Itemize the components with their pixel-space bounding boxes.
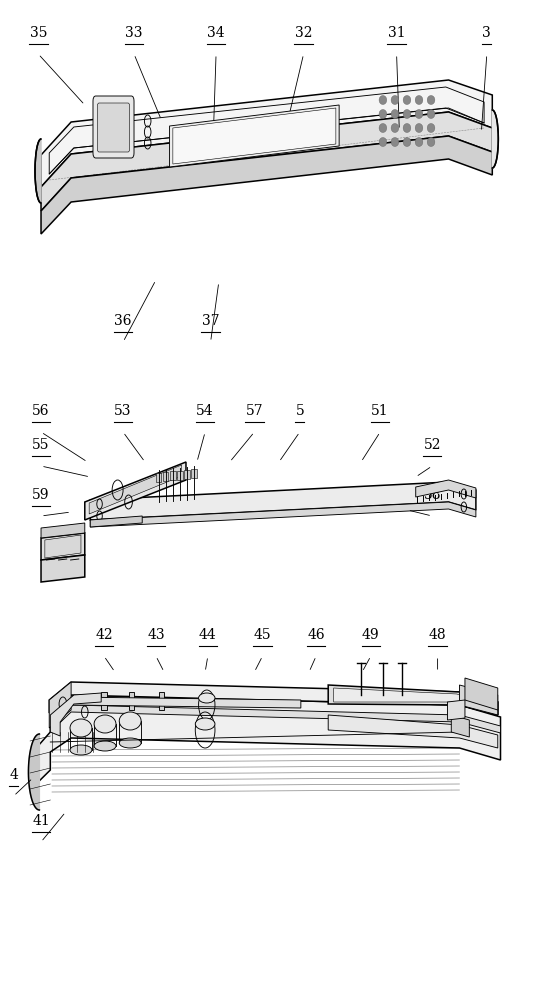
- Ellipse shape: [427, 109, 435, 118]
- Polygon shape: [35, 139, 41, 203]
- Polygon shape: [41, 136, 492, 234]
- Polygon shape: [492, 110, 498, 168]
- Bar: [177, 471, 183, 480]
- Polygon shape: [90, 516, 142, 527]
- Text: 43: 43: [147, 628, 165, 642]
- Text: 49: 49: [362, 628, 380, 642]
- Ellipse shape: [427, 123, 435, 132]
- FancyBboxPatch shape: [97, 103, 130, 152]
- Text: 41: 41: [32, 814, 50, 828]
- Text: 46: 46: [307, 628, 325, 642]
- Ellipse shape: [119, 712, 141, 730]
- Text: 59: 59: [32, 488, 50, 502]
- Polygon shape: [90, 482, 476, 520]
- Text: 35: 35: [30, 26, 47, 40]
- Text: 57: 57: [246, 404, 263, 418]
- Text: 32: 32: [295, 26, 312, 40]
- Polygon shape: [328, 685, 498, 715]
- Polygon shape: [41, 523, 85, 538]
- Ellipse shape: [391, 137, 399, 146]
- Text: 3: 3: [482, 26, 491, 40]
- Bar: [156, 473, 161, 482]
- Bar: [170, 471, 176, 480]
- Polygon shape: [173, 108, 336, 164]
- Text: 36: 36: [114, 314, 132, 328]
- Text: 45: 45: [254, 628, 271, 642]
- Ellipse shape: [403, 109, 411, 118]
- Text: 56: 56: [32, 404, 50, 418]
- Bar: [184, 470, 190, 479]
- Text: 37: 37: [202, 314, 219, 328]
- Polygon shape: [89, 465, 182, 514]
- Polygon shape: [447, 700, 465, 720]
- Text: 31: 31: [388, 26, 405, 40]
- Ellipse shape: [427, 96, 435, 104]
- Ellipse shape: [94, 741, 116, 751]
- Text: 48: 48: [429, 628, 446, 642]
- Polygon shape: [170, 105, 339, 167]
- Bar: [191, 469, 197, 478]
- FancyBboxPatch shape: [93, 96, 134, 158]
- Polygon shape: [90, 502, 476, 527]
- Ellipse shape: [403, 137, 411, 146]
- Polygon shape: [41, 80, 492, 187]
- Text: 51: 51: [371, 404, 389, 418]
- Text: 54: 54: [196, 404, 214, 418]
- Text: 53: 53: [114, 404, 132, 418]
- Polygon shape: [85, 462, 186, 520]
- Polygon shape: [334, 688, 492, 712]
- Ellipse shape: [415, 109, 423, 118]
- Ellipse shape: [391, 123, 399, 132]
- Ellipse shape: [379, 109, 387, 118]
- Text: 42: 42: [95, 628, 113, 642]
- Ellipse shape: [379, 96, 387, 104]
- Polygon shape: [50, 693, 101, 736]
- Text: 34: 34: [207, 26, 225, 40]
- Text: 55: 55: [32, 438, 50, 452]
- Ellipse shape: [379, 137, 387, 146]
- Polygon shape: [101, 692, 107, 710]
- Polygon shape: [41, 555, 85, 582]
- Ellipse shape: [195, 718, 215, 730]
- Polygon shape: [41, 533, 85, 560]
- Polygon shape: [129, 692, 134, 710]
- Text: 4: 4: [9, 768, 18, 782]
- Polygon shape: [328, 715, 498, 748]
- Bar: [163, 472, 168, 481]
- Polygon shape: [159, 692, 164, 710]
- Polygon shape: [465, 678, 498, 710]
- Ellipse shape: [403, 123, 411, 132]
- Polygon shape: [30, 695, 501, 790]
- Ellipse shape: [391, 96, 399, 104]
- Text: 58: 58: [423, 488, 441, 502]
- Ellipse shape: [415, 123, 423, 132]
- Ellipse shape: [70, 719, 92, 737]
- Polygon shape: [50, 705, 501, 733]
- Text: 52: 52: [423, 438, 441, 452]
- Polygon shape: [49, 682, 498, 715]
- Ellipse shape: [403, 96, 411, 104]
- Polygon shape: [459, 685, 498, 715]
- Polygon shape: [28, 734, 39, 810]
- Ellipse shape: [427, 137, 435, 146]
- Ellipse shape: [415, 137, 423, 146]
- Polygon shape: [451, 715, 469, 737]
- Ellipse shape: [391, 109, 399, 118]
- Ellipse shape: [379, 123, 387, 132]
- Text: 44: 44: [199, 628, 217, 642]
- Ellipse shape: [94, 715, 116, 733]
- Polygon shape: [416, 480, 476, 498]
- Ellipse shape: [119, 738, 141, 748]
- Ellipse shape: [199, 693, 215, 703]
- Polygon shape: [49, 682, 71, 728]
- Polygon shape: [41, 112, 492, 211]
- Polygon shape: [45, 535, 81, 558]
- Text: 33: 33: [125, 26, 143, 40]
- Polygon shape: [71, 697, 301, 708]
- Ellipse shape: [70, 745, 92, 755]
- Ellipse shape: [415, 96, 423, 104]
- Text: 5: 5: [295, 404, 304, 418]
